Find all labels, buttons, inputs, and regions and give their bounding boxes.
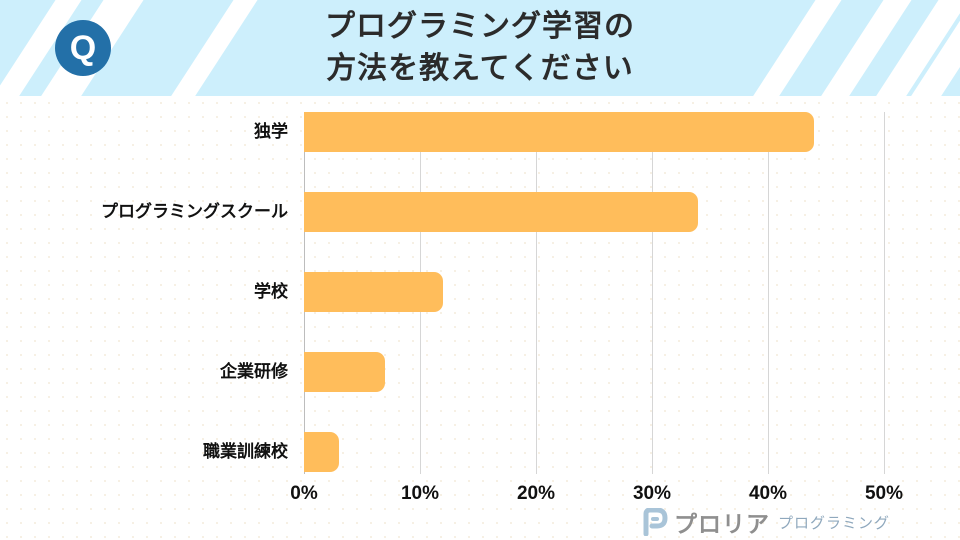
bar-vocational-school [304,432,339,472]
question-badge-icon: Q [55,20,111,76]
x-tick-0: 0% [290,483,318,504]
header-banner: Q プログラミング学習の 方法を教えてください [0,0,960,96]
brand-subtitle: プログラミング [778,513,891,532]
y-label-programming-school: プログラミングスクール [101,202,288,222]
x-tick-20: 20% [516,483,556,504]
x-tick-40: 40% [748,483,788,504]
x-tick-30: 30% [632,483,672,504]
brand-logo: プロリア プログラミング [642,507,891,538]
brand-name: プロリア [674,512,770,538]
x-tick-50: 50% [864,483,904,504]
badge-letter: Q [69,28,97,67]
plot-area [0,96,960,540]
bar-programming-school [304,192,699,232]
p-logo-icon [642,507,668,537]
x-tick-10: 10% [400,483,440,504]
gridline-40 [768,112,769,474]
bar-corporate-training [304,352,386,392]
gridline-20 [536,112,537,474]
y-label-school: 学校 [254,282,288,302]
y-label-corporate-training: 企業研修 [220,362,288,382]
y-label-vocational-school: 職業訓練校 [203,442,288,462]
chart-title: プログラミング学習の 方法を教えてください [200,6,760,90]
title-line-2: 方法を教えてください [326,51,634,86]
gridline-30 [652,112,653,474]
bar-school [304,272,444,312]
bar-dokugaku [304,112,815,152]
y-label-dokugaku: 独学 [254,122,288,142]
gridline-50 [884,112,885,474]
title-line-1: プログラミング学習の [325,9,635,44]
